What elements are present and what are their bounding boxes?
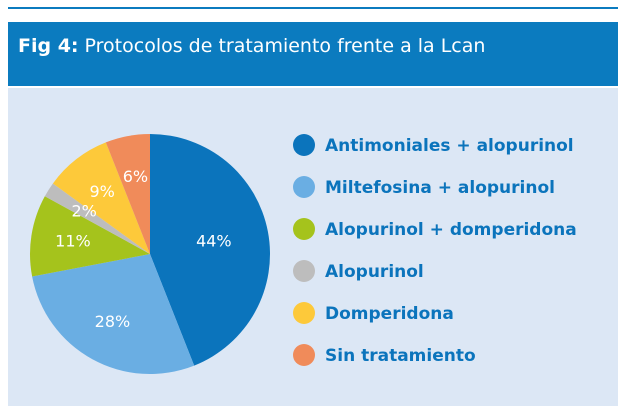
legend-swatch: [293, 344, 315, 366]
legend-label: Alopurinol + domperidona: [325, 220, 577, 240]
legend-label: Sin tratamiento: [325, 346, 476, 366]
legend-label: Alopurinol: [325, 262, 424, 282]
slice-label: 44%: [196, 231, 232, 250]
legend-swatch: [293, 260, 315, 282]
slice-label: 28%: [95, 312, 131, 331]
pie-slice: [105, 134, 150, 254]
slice-label: 9%: [89, 182, 114, 201]
pie-slice: [44, 183, 150, 254]
legend-label: Domperidona: [325, 304, 454, 324]
pie-slice: [150, 134, 271, 366]
slice-label: 2%: [71, 202, 96, 221]
pie-slice: [52, 142, 150, 254]
pie-slice: [32, 254, 195, 374]
legend-swatch: [293, 218, 315, 240]
legend-swatch: [293, 302, 315, 324]
figure-label: Fig 4:: [18, 35, 79, 57]
slice-label: 6%: [123, 167, 148, 186]
chart-title: Fig 4: Protocolos de tratamiento frente a…: [18, 35, 485, 57]
header-band: [8, 22, 618, 86]
legend-swatch: [293, 176, 315, 198]
legend-label: Antimoniales + alopurinol: [325, 136, 574, 156]
legend-swatch: [293, 134, 315, 156]
pie-slice: [29, 196, 150, 277]
legend-label: Miltefosina + alopurinol: [325, 178, 555, 198]
slice-label: 11%: [55, 231, 91, 250]
title-text: Protocolos de tratamiento frente a la Lc…: [85, 35, 486, 57]
